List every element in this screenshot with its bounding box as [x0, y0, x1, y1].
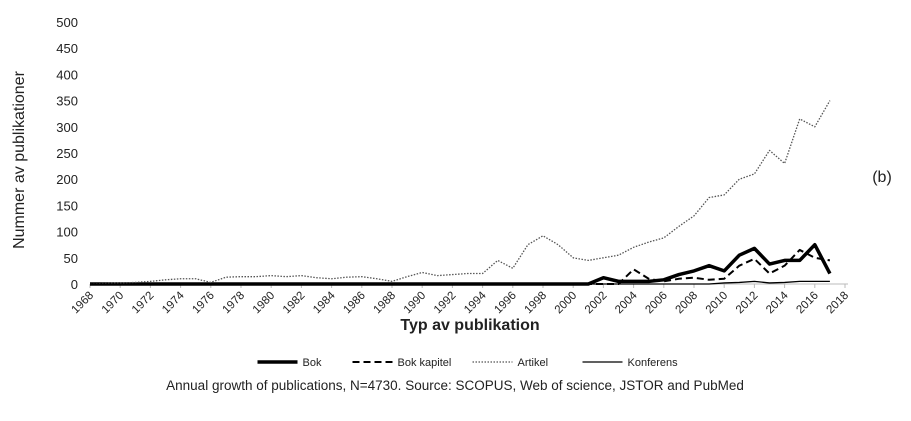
x-tick-label: 1986	[341, 290, 368, 317]
x-tick-label: 1976	[190, 290, 217, 317]
x-tick-label: 1972	[130, 290, 157, 317]
legend-label: Bok	[303, 357, 322, 369]
y-tick-label: 0	[71, 277, 78, 292]
x-tick-label: 1978	[221, 290, 248, 317]
caption: Annual growth of publications, N=4730. S…	[166, 378, 744, 393]
x-tick-label: 2014	[764, 289, 791, 316]
legend-label: Konferens	[628, 357, 679, 369]
series-line	[89, 100, 831, 285]
annotation: (b)	[872, 169, 892, 186]
x-tick-label: 2004	[613, 289, 640, 316]
series-line	[90, 242, 832, 286]
x-tick-label: 1994	[462, 289, 489, 316]
x-tick-label: 1998	[523, 290, 550, 317]
x-tick-label: 2000	[553, 290, 580, 317]
y-tick-label: 300	[56, 120, 78, 135]
x-tick-label: 2010	[704, 290, 731, 317]
x-tick-label: 1980	[251, 290, 278, 317]
y-tick-label: 50	[64, 251, 78, 266]
y-tick-label: 200	[56, 172, 78, 187]
x-tick-label: 1990	[402, 290, 429, 317]
x-tick-label: 2016	[794, 290, 821, 317]
x-tick-label: 2018	[825, 290, 852, 317]
x-tick-label: 1992	[432, 290, 459, 317]
y-tick-label: 150	[56, 198, 78, 213]
y-tick-label: 450	[56, 41, 78, 56]
y-tick-label: 400	[56, 67, 78, 82]
y-tick-label: 250	[56, 146, 78, 161]
x-tick-label: 1968	[70, 290, 97, 317]
x-tick-label: 2006	[643, 290, 670, 317]
y-tick-label: 500	[56, 15, 78, 30]
x-tick-label: 1974	[160, 289, 187, 316]
x-axis-label: Typ av publikation	[400, 317, 539, 334]
x-tick-label: 2008	[674, 290, 701, 317]
legend-label: Artikel	[518, 357, 549, 369]
x-tick-label: 1984	[311, 289, 338, 316]
y-tick-label: 100	[56, 225, 78, 240]
x-tick-label: 1970	[100, 290, 127, 317]
x-tick-label: 2002	[583, 290, 610, 317]
y-axis-label: Nummer av publikationer	[11, 70, 28, 249]
legend-label: Bok kapitel	[398, 357, 452, 369]
x-tick-label: 1982	[281, 290, 308, 317]
series-line	[90, 280, 830, 285]
x-tick-label: 1996	[492, 290, 519, 317]
x-tick-label: 2012	[734, 290, 761, 317]
y-tick-label: 350	[56, 94, 78, 109]
series-line	[90, 248, 831, 285]
x-tick-label: 1988	[372, 290, 399, 317]
